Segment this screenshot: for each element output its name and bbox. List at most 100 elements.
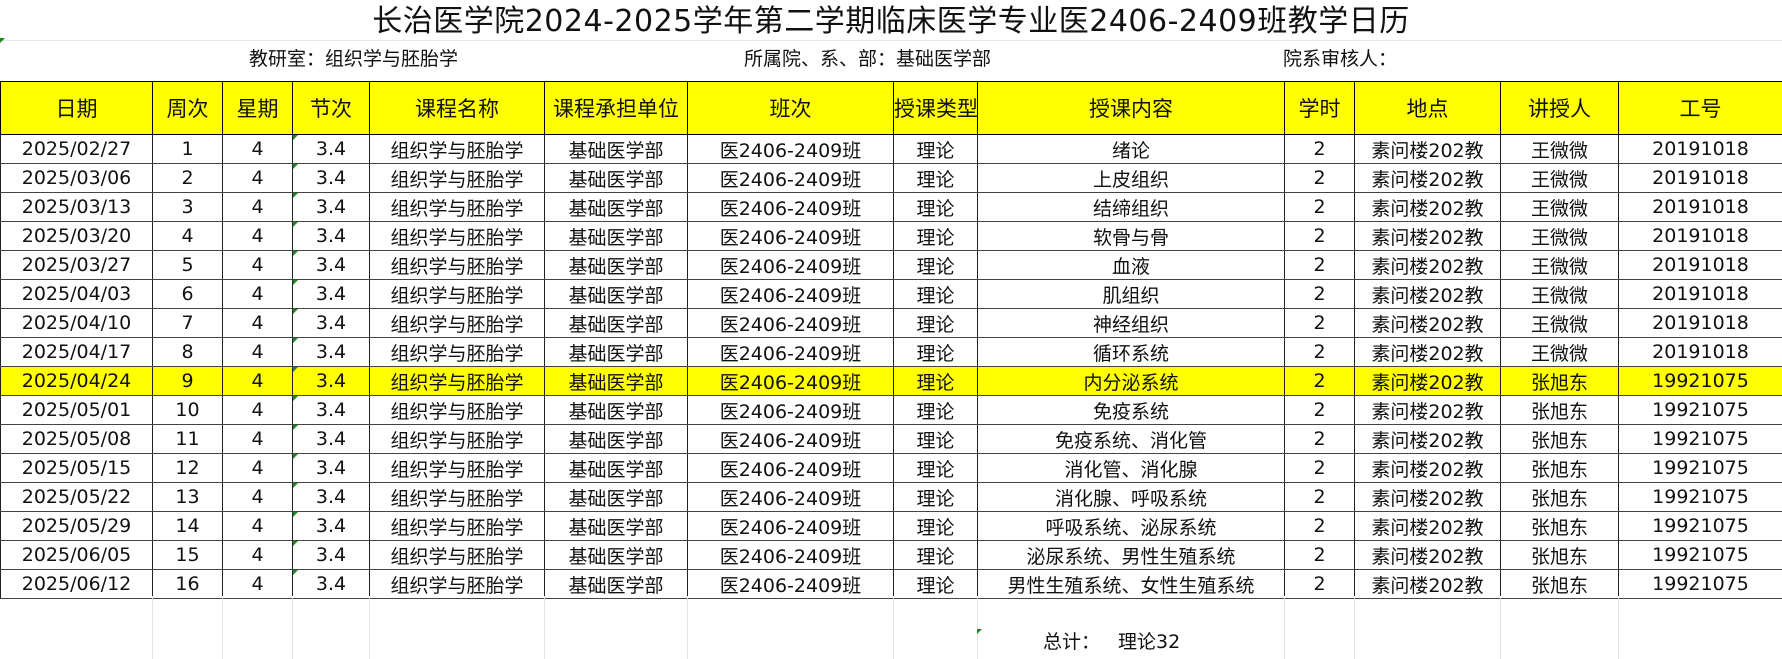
cell-class[interactable]: 医2406-2409班: [687, 337, 894, 367]
cell-lecturer[interactable]: 张旭东: [1500, 453, 1619, 483]
column-header-week[interactable]: 周次: [152, 81, 223, 135]
cell-week[interactable]: 15: [152, 540, 223, 570]
table-row[interactable]: 2025/04/17 8 4 3.4 组织学与胚胎学 基础医学部 医2406-2409班 理论…: [0, 337, 1782, 367]
cell-location[interactable]: 素问楼202教: [1354, 250, 1501, 280]
cell-period[interactable]: 3.4: [292, 540, 370, 570]
cell-content[interactable]: 神经组织: [977, 308, 1285, 338]
cell-course[interactable]: 组织学与胚胎学: [369, 308, 545, 338]
cell-location[interactable]: 素问楼202教: [1354, 337, 1501, 367]
cell-class[interactable]: 医2406-2409班: [687, 511, 894, 541]
cell-course[interactable]: 组织学与胚胎学: [369, 395, 545, 425]
cell-course[interactable]: 组织学与胚胎学: [369, 569, 545, 599]
cell-content[interactable]: 消化管、消化腺: [977, 453, 1285, 483]
cell-week[interactable]: 2: [152, 163, 223, 193]
cell-weekday[interactable]: 4: [222, 192, 293, 222]
cell-hours[interactable]: 2: [1284, 453, 1355, 483]
cell-location[interactable]: 素问楼202教: [1354, 482, 1501, 512]
cell-lecturer[interactable]: 张旭东: [1500, 540, 1619, 570]
cell-class[interactable]: 医2406-2409班: [687, 134, 894, 164]
cell-content[interactable]: 男性生殖系统、女性生殖系统: [977, 569, 1285, 599]
cell-date[interactable]: 2025/06/12: [0, 569, 153, 599]
cell-staff-id[interactable]: 20191018: [1618, 250, 1782, 280]
cell-course[interactable]: 组织学与胚胎学: [369, 279, 545, 309]
cell-lecturer[interactable]: 王微微: [1500, 192, 1619, 222]
cell-date[interactable]: 2025/05/01: [0, 395, 153, 425]
cell-date[interactable]: 2025/03/13: [0, 192, 153, 222]
cell-period[interactable]: 3.4: [292, 221, 370, 251]
cell-week[interactable]: 4: [152, 221, 223, 251]
cell-location[interactable]: 素问楼202教: [1354, 308, 1501, 338]
cell-date[interactable]: 2025/04/03: [0, 279, 153, 309]
cell-unit[interactable]: 基础医学部: [544, 453, 688, 483]
cell-staff-id[interactable]: 19921075: [1618, 540, 1782, 570]
cell-date[interactable]: 2025/04/24: [0, 366, 153, 396]
cell-hours[interactable]: 2: [1284, 511, 1355, 541]
cell-location[interactable]: 素问楼202教: [1354, 366, 1501, 396]
cell-location[interactable]: 素问楼202教: [1354, 163, 1501, 193]
cell-date[interactable]: 2025/04/17: [0, 337, 153, 367]
cell-date[interactable]: 2025/05/15: [0, 453, 153, 483]
column-header-period[interactable]: 节次: [292, 81, 370, 135]
cell-location[interactable]: 素问楼202教: [1354, 279, 1501, 309]
cell-unit[interactable]: 基础医学部: [544, 424, 688, 454]
cell-weekday[interactable]: 4: [222, 337, 293, 367]
column-header-staff-id[interactable]: 工号: [1618, 81, 1782, 135]
table-row[interactable]: 2025/05/29 14 4 3.4 组织学与胚胎学 基础医学部 医2406-2409班理…: [0, 511, 1782, 541]
cell-content[interactable]: 肌组织: [977, 279, 1285, 309]
cell-week[interactable]: 14: [152, 511, 223, 541]
table-row[interactable]: 2025/05/08 11 4 3.4 组织学与胚胎学 基础医学部 医2406-2409班理…: [0, 424, 1782, 454]
cell-location[interactable]: 素问楼202教: [1354, 511, 1501, 541]
cell-period[interactable]: 3.4: [292, 279, 370, 309]
table-row[interactable]: 2025/03/13 3 4 3.4 组织学与胚胎学 基础医学部 医2406-2409班 理论…: [0, 192, 1782, 222]
cell-type[interactable]: 理论: [893, 192, 978, 222]
cell-date[interactable]: 2025/03/06: [0, 163, 153, 193]
cell-unit[interactable]: 基础医学部: [544, 279, 688, 309]
cell-staff-id[interactable]: 19921075: [1618, 366, 1782, 396]
cell-staff-id[interactable]: 20191018: [1618, 279, 1782, 309]
cell-weekday[interactable]: 4: [222, 366, 293, 396]
cell-date[interactable]: 2025/06/05: [0, 540, 153, 570]
cell-content[interactable]: 结缔组织: [977, 192, 1285, 222]
cell-lecturer[interactable]: 张旭东: [1500, 569, 1619, 599]
cell-week[interactable]: 9: [152, 366, 223, 396]
cell-course[interactable]: 组织学与胚胎学: [369, 250, 545, 280]
cell-content[interactable]: 绪论: [977, 134, 1285, 164]
cell-staff-id[interactable]: 19921075: [1618, 453, 1782, 483]
cell-lecturer[interactable]: 张旭东: [1500, 424, 1619, 454]
cell-hours[interactable]: 2: [1284, 221, 1355, 251]
cell-period[interactable]: 3.4: [292, 163, 370, 193]
cell-unit[interactable]: 基础医学部: [544, 337, 688, 367]
cell-date[interactable]: 2025/03/27: [0, 250, 153, 280]
cell-location[interactable]: 素问楼202教: [1354, 192, 1501, 222]
cell-period[interactable]: 3.4: [292, 511, 370, 541]
cell-class[interactable]: 医2406-2409班: [687, 482, 894, 512]
cell-week[interactable]: 8: [152, 337, 223, 367]
cell-date[interactable]: 2025/05/29: [0, 511, 153, 541]
cell-date[interactable]: 2025/05/22: [0, 482, 153, 512]
cell-unit[interactable]: 基础医学部: [544, 511, 688, 541]
cell-class[interactable]: 医2406-2409班: [687, 540, 894, 570]
cell-staff-id[interactable]: 19921075: [1618, 424, 1782, 454]
cell-course[interactable]: 组织学与胚胎学: [369, 337, 545, 367]
cell-period[interactable]: 3.4: [292, 192, 370, 222]
cell-date[interactable]: 2025/03/20: [0, 221, 153, 251]
cell-unit[interactable]: 基础医学部: [544, 395, 688, 425]
cell-location[interactable]: 素问楼202教: [1354, 424, 1501, 454]
cell-lecturer[interactable]: 王微微: [1500, 221, 1619, 251]
column-header-date[interactable]: 日期: [0, 81, 153, 135]
cell-type[interactable]: 理论: [893, 163, 978, 193]
cell-hours[interactable]: 2: [1284, 279, 1355, 309]
cell-unit[interactable]: 基础医学部: [544, 221, 688, 251]
cell-hours[interactable]: 2: [1284, 424, 1355, 454]
cell-week[interactable]: 1: [152, 134, 223, 164]
cell-weekday[interactable]: 4: [222, 250, 293, 280]
column-header-class[interactable]: 班次: [687, 81, 894, 135]
table-row[interactable]: 2025/03/06 2 4 3.4 组织学与胚胎学 基础医学部 医2406-2409班 理论…: [0, 163, 1782, 193]
table-row[interactable]: 2025/03/20 4 4 3.4 组织学与胚胎学 基础医学部 医2406-2409班 理论…: [0, 221, 1782, 251]
cell-type[interactable]: 理论: [893, 540, 978, 570]
cell-class[interactable]: 医2406-2409班: [687, 192, 894, 222]
cell-unit[interactable]: 基础医学部: [544, 482, 688, 512]
cell-course[interactable]: 组织学与胚胎学: [369, 453, 545, 483]
cell-weekday[interactable]: 4: [222, 482, 293, 512]
cell-week[interactable]: 10: [152, 395, 223, 425]
